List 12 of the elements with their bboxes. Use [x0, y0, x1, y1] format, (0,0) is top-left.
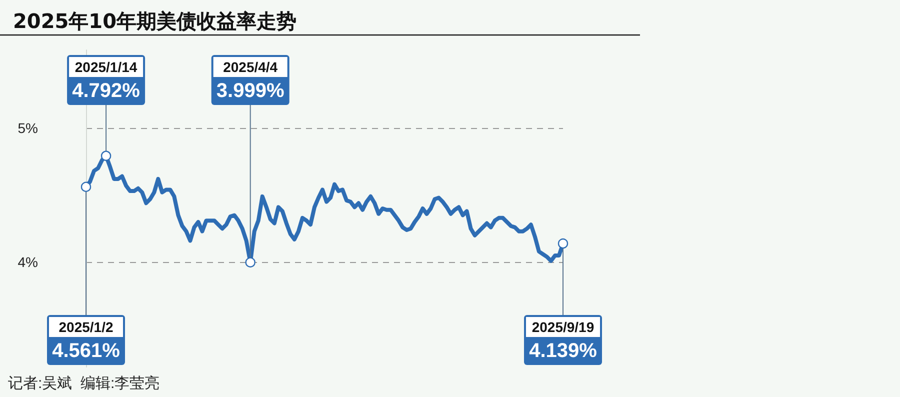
y-tick-label: 5% — [18, 120, 38, 136]
point — [558, 238, 568, 249]
annotation: 2025/9/19 4.139% — [529, 319, 598, 362]
annotation: 2025/1/14 4.792% — [72, 59, 140, 102]
point — [245, 257, 256, 268]
annotation: 2025/1/2 4.561% — [52, 319, 120, 362]
point — [100, 150, 112, 161]
text: 记者:吴斌 编辑:李莹亮 — [8, 375, 160, 392]
chart-title: 2025年10年期美债收益率走势 — [13, 9, 296, 33]
point — [80, 182, 92, 192]
annotation: 2025/4/4 3.999% — [216, 59, 284, 102]
y-tick-label: 4% — [18, 254, 38, 270]
